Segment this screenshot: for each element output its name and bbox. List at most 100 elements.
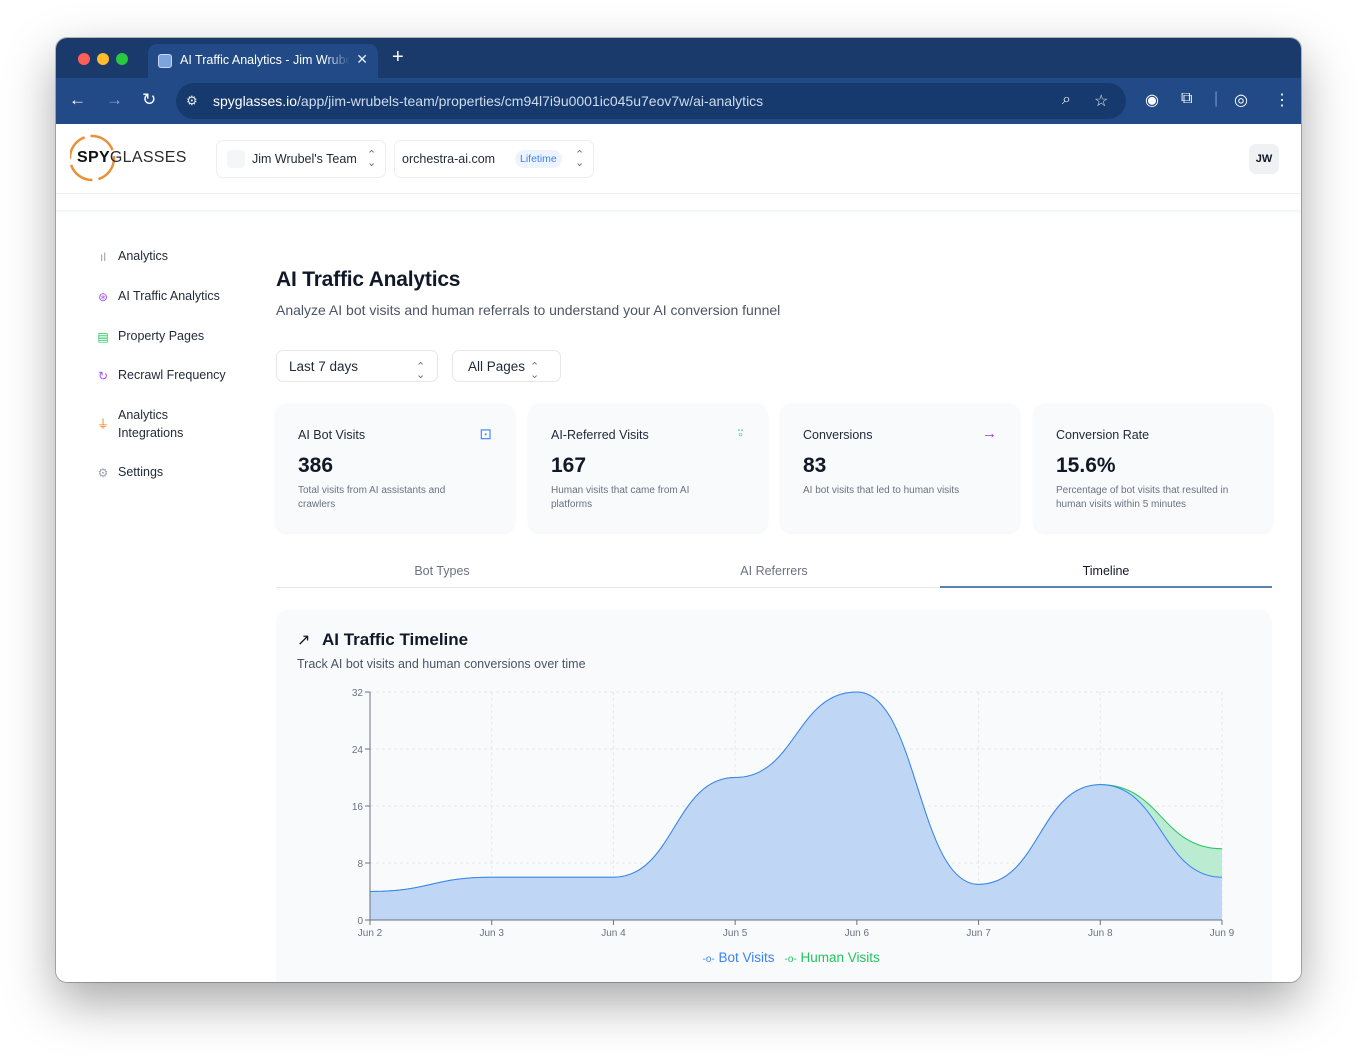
address-bar[interactable]: ⚙ spyglasses.io/app/jim-wrubels-team/pro… [176, 83, 1126, 119]
card-title: Conversion Rate [1056, 428, 1150, 442]
pages-select[interactable]: All Pages ⌃ ⌄ [452, 350, 561, 382]
zoom-window-button[interactable] [116, 53, 128, 65]
close-window-button[interactable] [78, 53, 90, 65]
card-value: 167 [551, 454, 587, 477]
card-description: Percentage of bot visits that resulted i… [1056, 485, 1229, 510]
chevron-updown-icon: ⌃ ⌄ [575, 149, 585, 169]
bot-icon: ⊡ [479, 426, 492, 443]
card-description: Human visits that came from AI platforms [551, 485, 690, 510]
back-icon[interactable]: ← [69, 90, 86, 109]
y-tick-label: 16 [352, 802, 364, 813]
close-tab-icon[interactable]: ✕ [356, 51, 368, 67]
user-avatar[interactable]: JW [1249, 144, 1279, 174]
stat-card-conversion-rate: Conversion Rate 15.6% Percentage of bot … [1034, 404, 1272, 532]
logo-text: SPYGLASSES [77, 149, 187, 167]
bar-chart-icon: ıl [100, 250, 106, 264]
timeline-panel: ↗ AI Traffic Timeline Track AI bot visit… [276, 610, 1272, 982]
chevron-updown-icon: ⌃ ⌄ [530, 361, 540, 381]
card-title: Conversions [803, 428, 873, 442]
logo-light-text: GLASSES [109, 149, 187, 166]
bookmark-star-icon[interactable]: ☆ [1094, 93, 1109, 110]
card-description: AI bot visits that led to human visits [803, 485, 960, 496]
page-subtitle: Analyze AI bot visits and human referral… [276, 302, 781, 318]
stat-card-ai-bot-visits: AI Bot Visits ⊡ 386 Total visits from AI… [276, 404, 514, 532]
sidebar-item-label: Property Pages [118, 329, 205, 343]
url-host: spyglasses.io [213, 93, 298, 109]
legend-item[interactable]: -o- Bot Visits [703, 950, 775, 965]
reload-icon[interactable]: ↻ [142, 90, 157, 109]
arrow-right-icon: → [982, 425, 997, 442]
refresh-icon: ↻ [97, 369, 109, 383]
x-tick-label: Jun 3 [479, 928, 504, 939]
legend-label: Human Visits [800, 950, 880, 965]
tab-timeline[interactable]: Timeline [1082, 564, 1130, 578]
profile-icon[interactable]: ◎ [1234, 92, 1248, 109]
forward-icon[interactable]: → [106, 90, 123, 109]
legend-marker-icon: -o- [702, 954, 715, 965]
property-selector[interactable]: orchestra-ai.com Lifetime ⌃ ⌄ [394, 140, 594, 178]
card-title: AI Bot Visits [298, 428, 366, 442]
url-text[interactable]: spyglasses.io/app/jim-wrubels-team/prope… [213, 93, 763, 109]
url-path: /app/jim-wrubels-team/properties/cm94l7i… [297, 93, 764, 109]
x-tick-label: Jun 7 [966, 928, 991, 939]
menu-icon[interactable]: ⋮ [1274, 92, 1290, 109]
legend-item[interactable]: -o- Human Visits [785, 950, 880, 965]
puzzle-icon[interactable]: ⧉ [1181, 90, 1193, 107]
pages-value: All Pages [468, 359, 526, 374]
tab-ai-referrers[interactable]: AI Referrers [740, 564, 808, 578]
minimize-window-button[interactable] [97, 53, 109, 65]
sidebar-item-label: AI Traffic Analytics [118, 289, 220, 303]
browser-toolbar: ← → ↻ ⚙ spyglasses.io/app/jim-wrubels-te… [56, 78, 1301, 124]
timeline-chart: 0 8 16 24 32 Jun 2 Jun 3 Jun 4 Jun 5 Jun 6 Jun 7 Ju… [352, 688, 1235, 939]
stat-card-ai-referred-visits: AI-Referred Visits ⍤ 167 Human visits th… [529, 404, 767, 532]
tab-bot-types[interactable]: Bot Types [414, 564, 470, 578]
sidebar-item-label: Analytics Integrations [118, 408, 184, 440]
favicon-icon [158, 54, 172, 68]
app-header: SPYGLASSES Jim Wrubel's Team ⌃ ⌄ orchestr… [56, 124, 1301, 194]
logo-bold-text: SPY [77, 149, 110, 166]
new-tab-icon[interactable]: + [392, 46, 404, 68]
view-tabs: Bot Types AI Referrers Timeline [276, 556, 1272, 588]
trending-up-icon: ↗ [297, 632, 311, 649]
y-tick-label: 24 [352, 745, 364, 756]
card-description: Total visits from AI assistants and craw… [298, 485, 446, 510]
series-area-bot-visits [370, 692, 1222, 920]
card-title: AI-Referred Visits [551, 428, 649, 442]
bot-icon: ⊛ [97, 290, 109, 304]
plan-badge: Lifetime [515, 150, 562, 168]
x-tick-label: Jun 6 [845, 928, 870, 939]
date-range-select[interactable]: Last 7 days ⌃ ⌄ [276, 350, 438, 382]
team-selector[interactable]: Jim Wrubel's Team ⌃ ⌄ [216, 140, 386, 178]
card-value: 83 [803, 454, 827, 477]
sidebar-item-label: Analytics [118, 249, 169, 263]
header-shadow [56, 210, 1301, 214]
team-avatar [227, 150, 245, 168]
plug-icon: ⏚ [96, 417, 109, 431]
card-value: 15.6% [1056, 454, 1116, 477]
legend-label: Bot Visits [718, 950, 775, 965]
toolbar-divider: | [1214, 90, 1219, 107]
browser-tab[interactable]: AI Traffic Analytics - Jim Wrubel's Team… [148, 44, 378, 78]
spyglasses-logo[interactable]: SPYGLASSES [68, 134, 190, 184]
file-icon: ▤ [97, 330, 109, 344]
series-line-bot-visits [369, 691, 1223, 892]
y-tick-label: 8 [357, 859, 363, 870]
extension-icon[interactable]: ◉ [1145, 92, 1159, 109]
chevron-updown-icon: ⌃ ⌄ [416, 361, 426, 381]
zoom-icon[interactable]: ⌕ [1062, 91, 1071, 108]
active-tab-indicator [940, 586, 1272, 588]
card-value: 386 [298, 454, 334, 477]
page-body: ıl Analytics ⊛ AI Traffic Analytics ▤ Pr… [56, 210, 1301, 982]
site-info-icon[interactable]: ⚙ [186, 93, 198, 108]
logo-ring-icon [68, 134, 116, 182]
x-tick-label: Jun 4 [601, 928, 626, 939]
sidebar-item-label: Recrawl Frequency [118, 368, 226, 382]
team-name: Jim Wrubel's Team [252, 152, 357, 166]
date-range-value: Last 7 days [289, 359, 359, 374]
panel-title: AI Traffic Timeline [322, 630, 469, 649]
legend-marker-icon: -o- [784, 954, 797, 965]
x-tick-label: Jun 5 [723, 928, 748, 939]
browser-window: AI Traffic Analytics - Jim Wrubel's Team… [56, 38, 1301, 982]
y-tick-label: 32 [352, 688, 364, 699]
property-name: orchestra-ai.com [402, 152, 496, 166]
